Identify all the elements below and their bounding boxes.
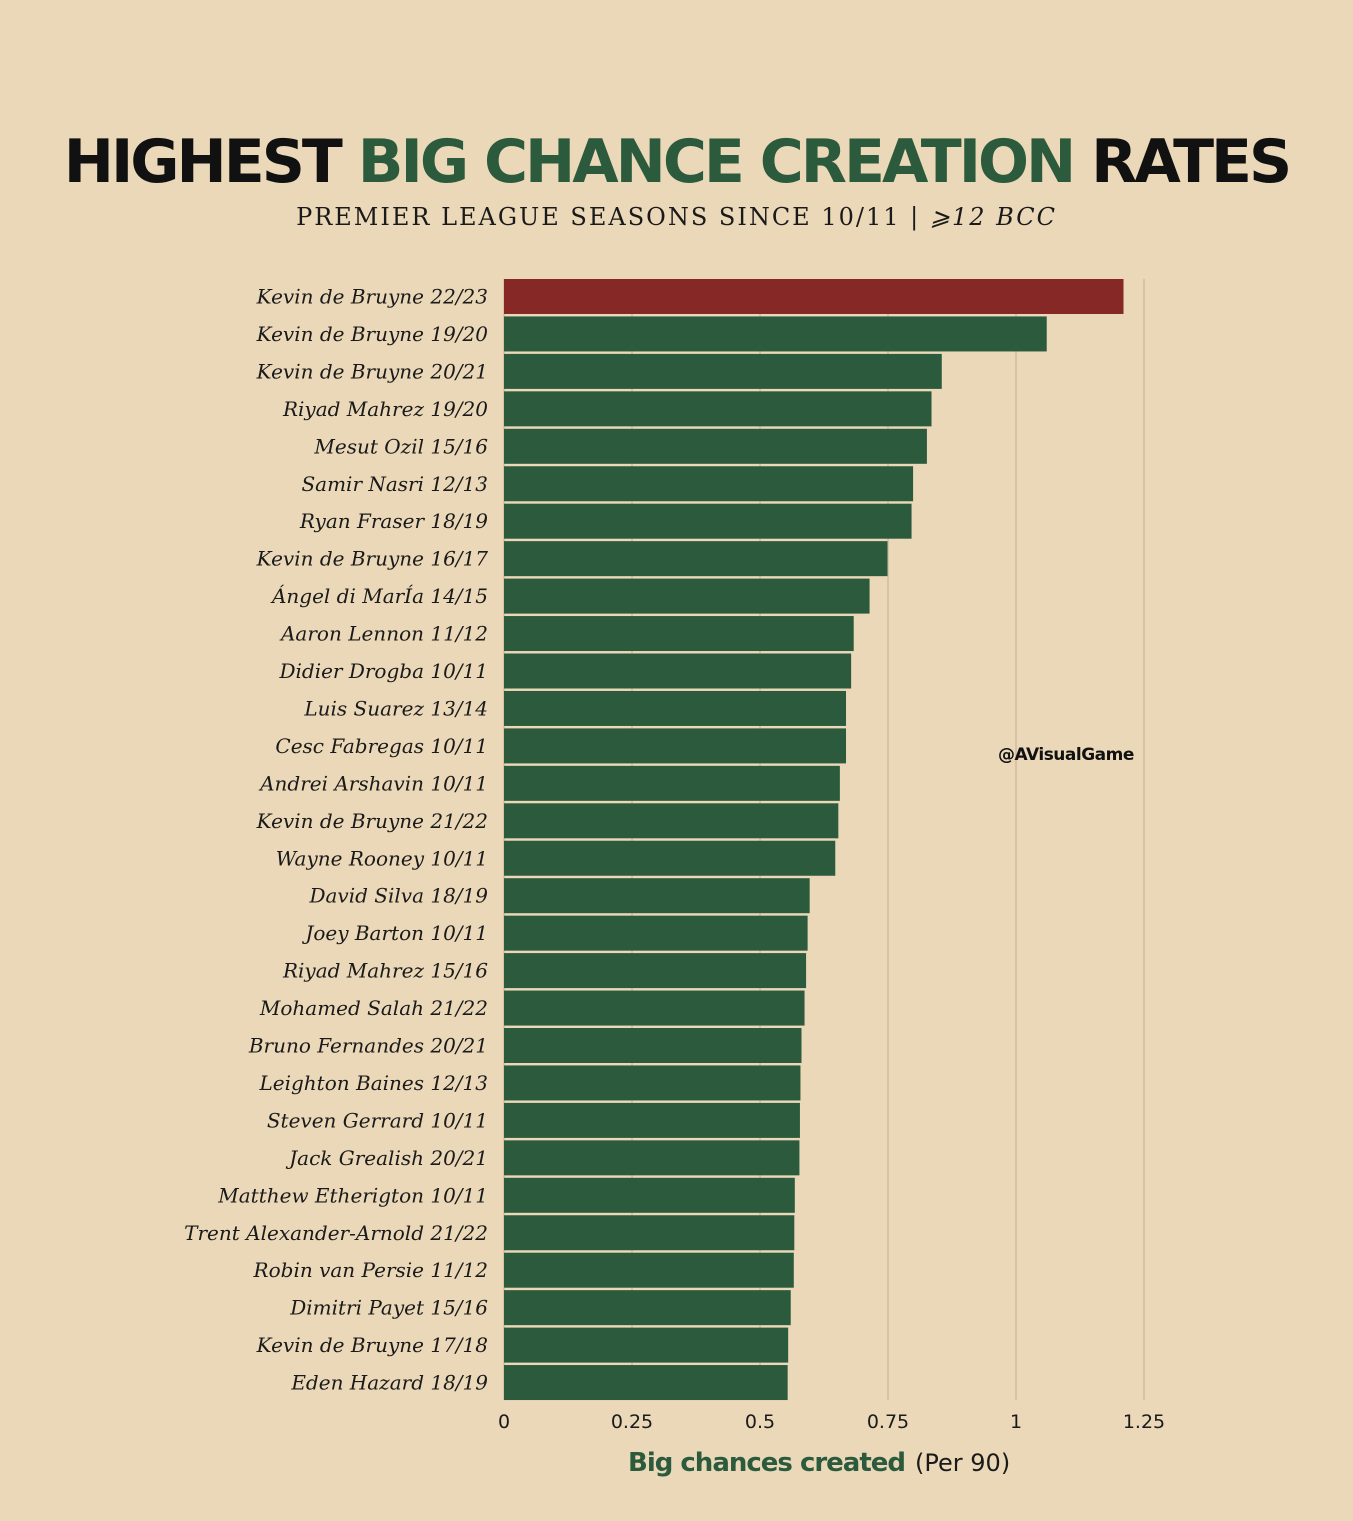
category-label: David Silva 18/19 <box>308 884 488 908</box>
bar <box>504 878 810 914</box>
category-label: Robin van Persie 11/12 <box>253 1258 488 1282</box>
category-label: Kevin de Bruyne 19/20 <box>256 322 489 346</box>
category-label: Kevin de Bruyne 21/22 <box>256 809 488 833</box>
category-label: Mohamed Salah 21/22 <box>259 996 488 1020</box>
subtitle-main: PREMIER LEAGUE SEASONS SINCE 10/11 | <box>296 203 930 231</box>
x-tick-label: 0.75 <box>867 1411 909 1433</box>
category-label: Aaron Lennon 11/12 <box>279 622 488 646</box>
category-label: Matthew Etherigton 10/11 <box>217 1183 488 1207</box>
category-label: Kevin de Bruyne 17/18 <box>256 1333 488 1357</box>
bar <box>504 353 942 389</box>
category-label: Riyad Mahrez 19/20 <box>282 397 488 421</box>
bar <box>504 803 839 839</box>
bar <box>504 690 847 726</box>
bar <box>504 765 840 801</box>
category-label: Eden Hazard 18/19 <box>290 1371 488 1395</box>
category-label: Ryan Fraser 18/19 <box>299 509 488 533</box>
category-label: Wayne Rooney 10/11 <box>276 846 488 870</box>
title-part-highest: HIGHEST <box>63 127 358 197</box>
bar <box>504 1327 789 1363</box>
bar <box>504 1102 800 1138</box>
category-label: Kevin de Bruyne 22/23 <box>256 285 488 309</box>
category-label: Kevin de Bruyne 16/17 <box>256 547 489 571</box>
bar <box>504 541 888 577</box>
x-tick-label: 0 <box>498 1411 510 1433</box>
bar <box>504 1290 791 1326</box>
bar <box>504 578 870 614</box>
x-axis-label-unit: (Per 90) <box>915 1449 1011 1477</box>
title-part-big-chance-creation: BIG CHANCE CREATION <box>357 127 1076 197</box>
category-label: Dimitri Payet 15/16 <box>289 1296 488 1320</box>
x-tick-label: 0.25 <box>611 1411 653 1433</box>
bar <box>504 503 912 539</box>
bar <box>504 840 836 876</box>
bar <box>504 466 914 502</box>
bar <box>504 616 854 652</box>
x-tick-label: 1 <box>1010 1411 1022 1433</box>
bar <box>504 1252 794 1288</box>
category-label: Riyad Mahrez 15/16 <box>282 959 488 983</box>
category-label: Cesc Fabregas 10/11 <box>275 734 488 758</box>
bar <box>504 1215 795 1251</box>
bar <box>504 279 1124 314</box>
bar <box>504 915 808 951</box>
category-label: Didier Drogba 10/11 <box>278 659 488 683</box>
x-axis-label-main: Big chances created <box>628 1448 906 1478</box>
title-part-rates: RATES <box>1073 127 1292 197</box>
bar <box>504 1177 795 1213</box>
x-tick-label: 0.5 <box>745 1411 775 1433</box>
category-label: Andrei Arshavin 10/11 <box>258 771 488 795</box>
category-label: Mesut Ozil 15/16 <box>313 434 488 458</box>
bar <box>504 428 927 464</box>
bar <box>504 1028 802 1063</box>
category-label: Kevin de Bruyne 20/21 <box>256 359 488 383</box>
bar <box>504 1065 801 1101</box>
category-label: Trent Alexander-Arnold 21/22 <box>184 1221 488 1245</box>
chart-subtitle: PREMIER LEAGUE SEASONS SINCE 10/11 | ⩾12… <box>0 203 1353 231</box>
bar <box>504 728 847 764</box>
x-axis-label: Big chances created (Per 90) <box>628 1448 1010 1478</box>
bar <box>504 990 805 1026</box>
category-label: Jack Grealish 20/21 <box>285 1146 488 1170</box>
bar <box>504 1365 788 1401</box>
bar <box>504 1140 800 1176</box>
category-label: Luis Suarez 13/14 <box>303 696 488 720</box>
bar <box>504 391 932 427</box>
x-tick-label: 1.25 <box>1123 1411 1165 1433</box>
chart-title: HIGHEST BIG CHANCE CREATION RATES <box>0 122 1353 202</box>
bar <box>504 953 807 989</box>
category-label: Bruno Fernandes 20/21 <box>248 1034 488 1058</box>
category-label: Samir Nasri 12/13 <box>301 472 488 496</box>
bar <box>504 316 1047 352</box>
category-label: Ángel di MarÍa 14/15 <box>270 584 488 608</box>
category-label: Steven Gerrard 10/11 <box>267 1108 488 1132</box>
category-label: Leighton Baines 12/13 <box>258 1071 488 1095</box>
bar <box>504 653 852 689</box>
subtitle-threshold: ⩾12 BCC <box>929 203 1057 231</box>
watermark: @AVisualGame <box>998 745 1134 765</box>
category-label: Joey Barton 10/11 <box>301 921 488 945</box>
